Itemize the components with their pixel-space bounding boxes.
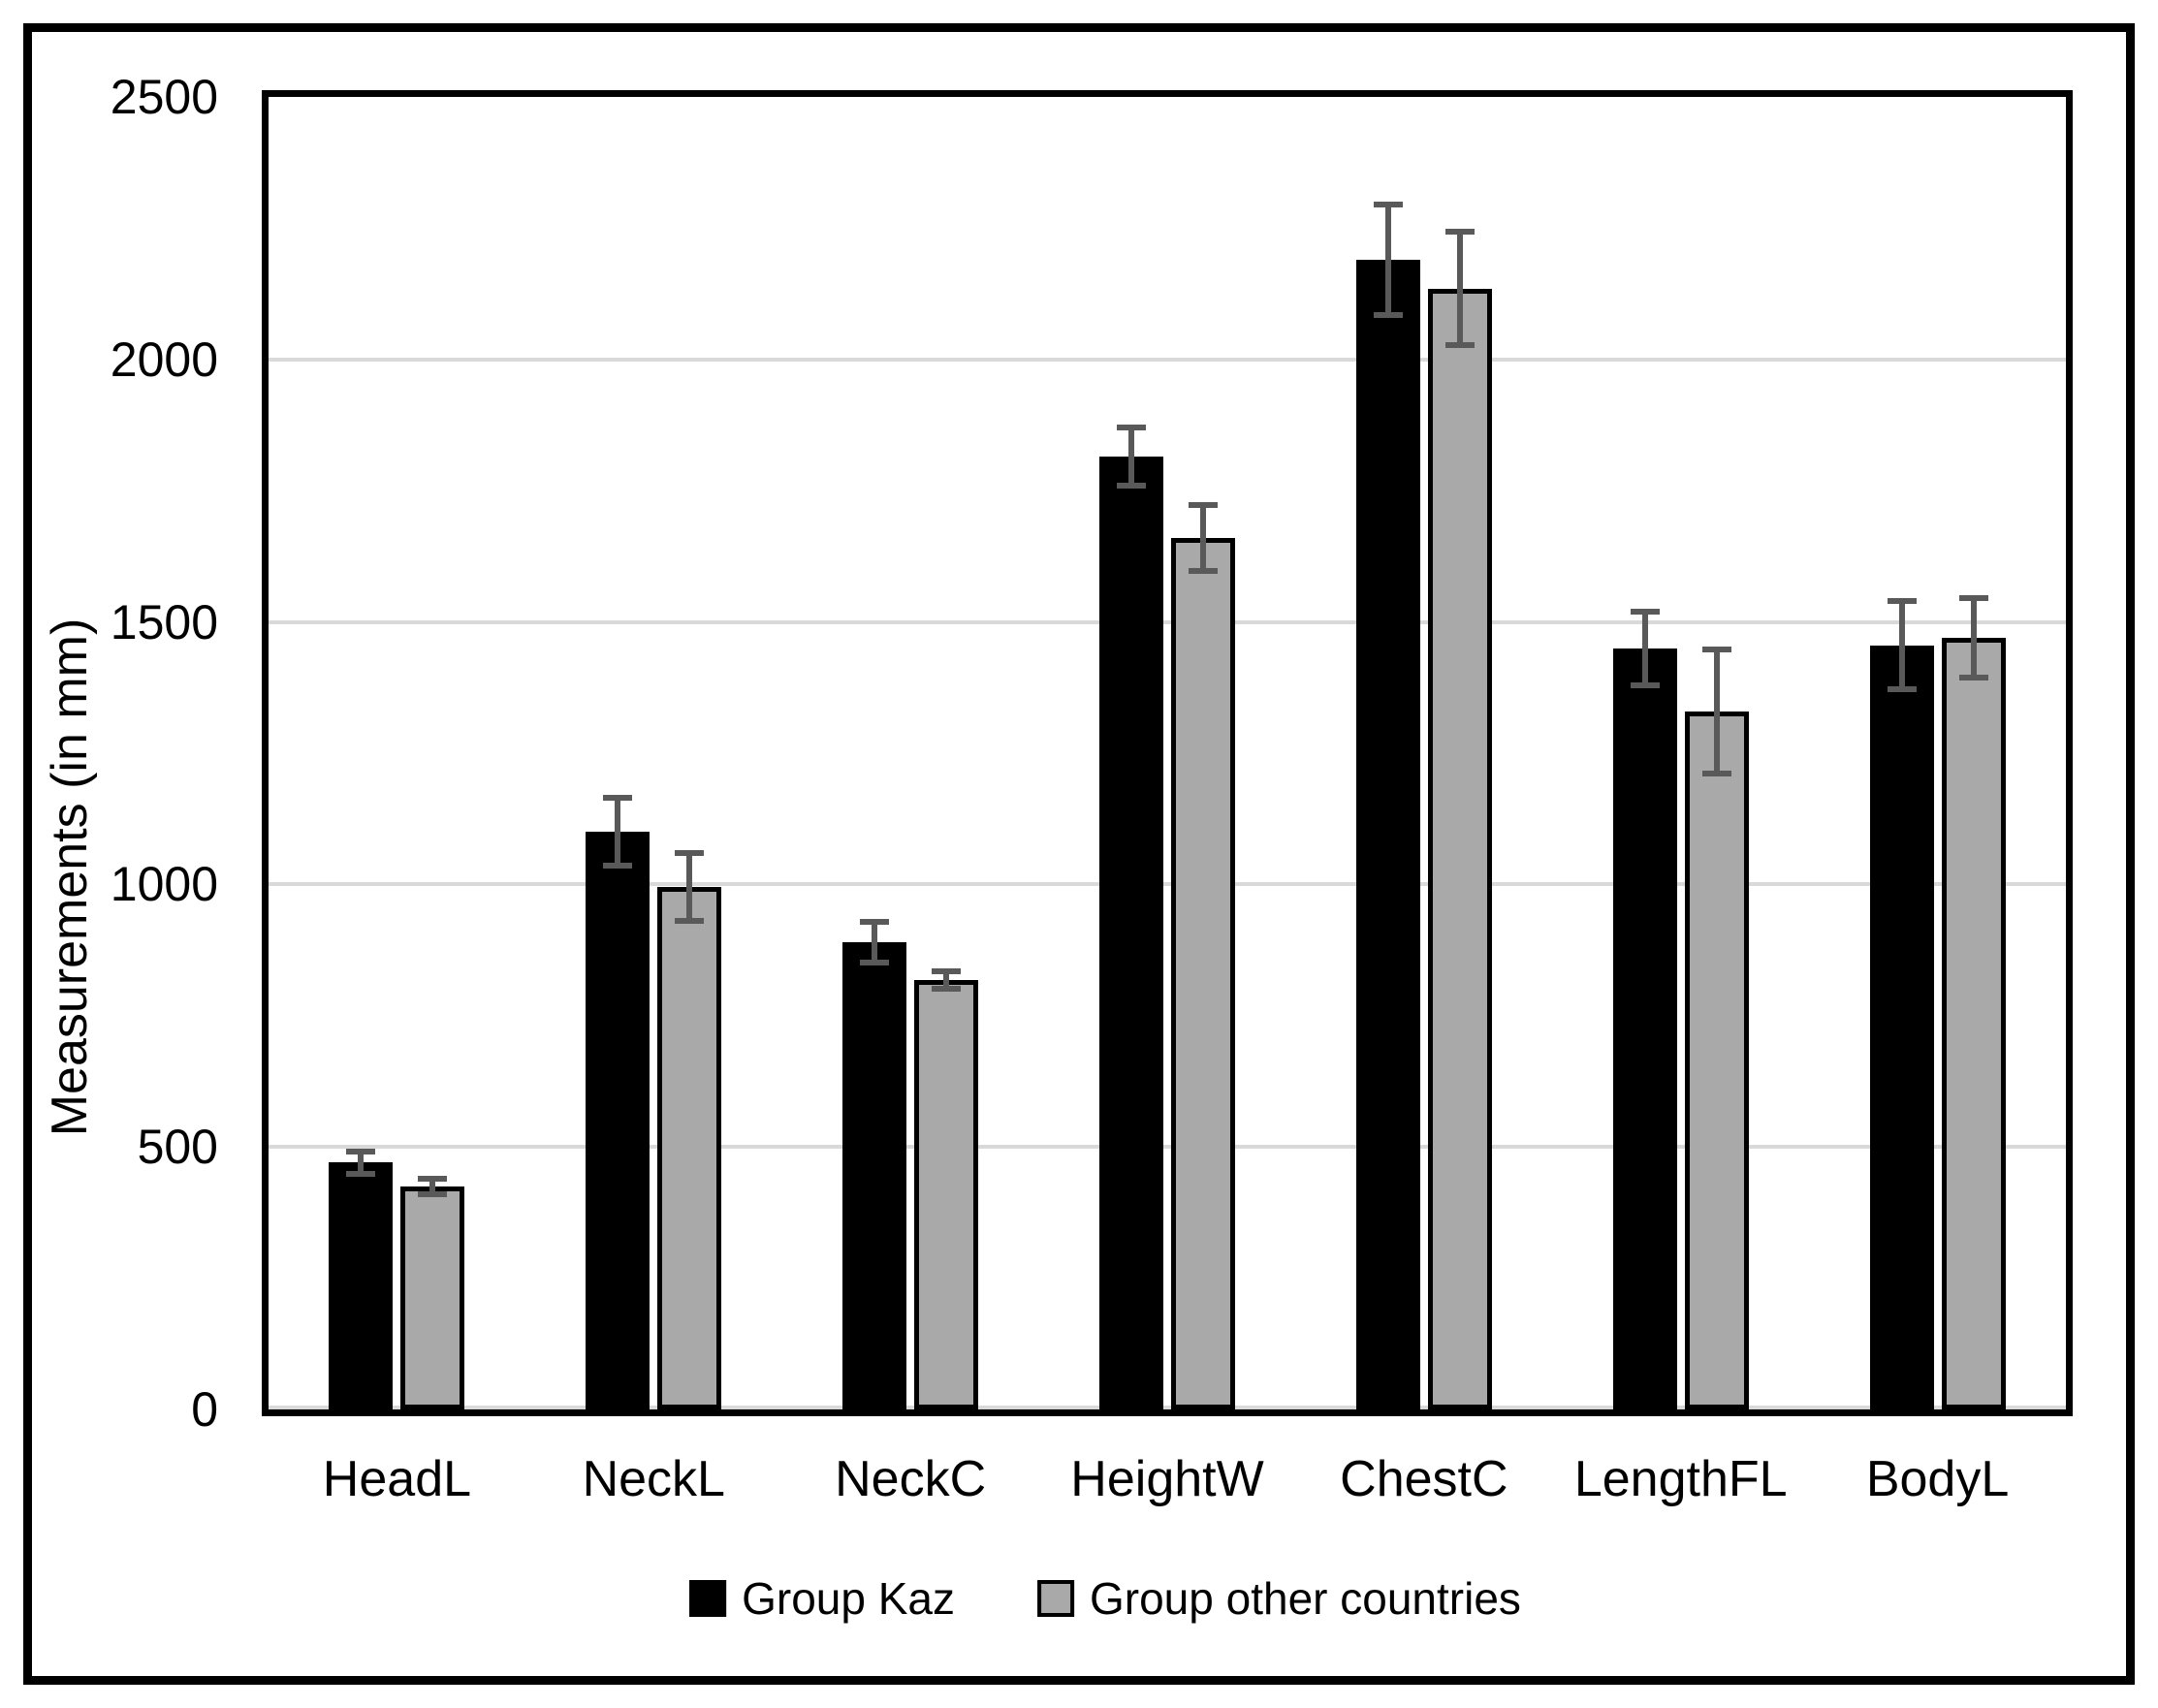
error-bar-cap: [932, 986, 962, 993]
error-bar-stem: [1128, 427, 1134, 486]
error-bar-cap: [932, 967, 962, 974]
x-category-label-neckl: NeckL: [582, 1451, 725, 1507]
error-bar-stem: [429, 1178, 436, 1194]
bar-neckl-series-0: [586, 832, 651, 1409]
error-bar-cap: [418, 1175, 448, 1182]
error-bar-cap: [1444, 342, 1475, 349]
error-bar-cap: [1189, 502, 1218, 509]
bar-headl-series-1: [400, 1186, 465, 1409]
error-bar-cap: [1444, 229, 1475, 236]
x-category-label-heightw: HeightW: [1070, 1451, 1264, 1507]
error-bar-stem: [358, 1151, 365, 1175]
error-bar-stem: [943, 970, 950, 990]
gridline-0: [269, 1406, 2066, 1409]
error-bar-cap: [1958, 675, 1988, 680]
error-bar-stem: [1713, 648, 1720, 774]
error-bar-stem: [686, 852, 693, 922]
x-category-label-chestc: ChestC: [1340, 1451, 1508, 1507]
error-bar-cap: [1630, 608, 1660, 615]
legend-swatch-series-1: [1037, 1580, 1074, 1617]
error-bar-cap: [603, 795, 633, 802]
y-tick-label-2000: 2000: [110, 332, 218, 387]
y-tick-label-1000: 1000: [110, 857, 218, 912]
error-bar-cap: [1887, 598, 1917, 605]
error-bar-stem: [1898, 601, 1905, 690]
bar-neckl-series-1: [657, 887, 722, 1409]
bar-heightw-series-0: [1099, 457, 1163, 1409]
error-bar-cap: [675, 918, 705, 925]
bar-neckc-series-1: [914, 980, 979, 1409]
bar-chestc-series-1: [1427, 289, 1492, 1409]
y-tick-label-2500: 2500: [110, 70, 218, 124]
y-tick-label-1500: 1500: [110, 594, 218, 649]
bar-bodyl-series-0: [1869, 646, 1934, 1409]
gridline-500: [269, 1145, 2066, 1150]
error-bar-cap: [860, 959, 890, 965]
error-bar-cap: [675, 849, 705, 856]
bar-neckc-series-0: [842, 942, 907, 1409]
error-bar-cap: [1887, 686, 1917, 693]
bar-bodyl-series-1: [1941, 638, 2006, 1409]
x-category-label-bodyl: BodyL: [1865, 1451, 2010, 1507]
bar-lengthfl-series-0: [1612, 648, 1677, 1409]
error-bar-cap: [1701, 646, 1731, 652]
error-bar-stem: [872, 922, 878, 963]
y-tick-label-0: 0: [191, 1382, 218, 1437]
error-bar-cap: [1630, 681, 1660, 688]
gridline-2000: [269, 357, 2066, 362]
x-category-label-neckc: NeckC: [835, 1451, 987, 1507]
error-bar-cap: [1189, 567, 1218, 574]
error-bar-cap: [1373, 311, 1403, 318]
error-bar-stem: [615, 798, 621, 867]
error-bar-stem: [1384, 205, 1391, 315]
legend-item-0: Group Kaz: [689, 1572, 955, 1625]
bar-headl-series-0: [329, 1162, 394, 1409]
gridline-1000: [269, 882, 2066, 887]
x-category-label-headl: HeadL: [322, 1451, 472, 1507]
legend: Group Kaz Group other countries: [689, 1572, 1521, 1625]
error-bar-cap: [418, 1190, 448, 1197]
error-bar-stem: [1456, 232, 1463, 346]
bar-heightw-series-1: [1171, 538, 1235, 1409]
error-bar-cap: [603, 863, 633, 870]
error-bar-cap: [1373, 202, 1403, 208]
error-bar-cap: [1117, 425, 1146, 431]
error-bar-stem: [1641, 611, 1648, 685]
error-bar-cap: [1117, 482, 1146, 489]
legend-swatch-series-0: [689, 1580, 727, 1617]
error-bar-cap: [346, 1148, 376, 1154]
error-bar-stem: [1200, 505, 1206, 571]
error-bar-cap: [1701, 770, 1731, 776]
error-bar-cap: [1958, 594, 1988, 601]
error-bar-cap: [860, 919, 890, 926]
plot-area: [262, 90, 2073, 1416]
bar-chestc-series-0: [1355, 260, 1420, 1409]
bar-lengthfl-series-1: [1684, 712, 1749, 1409]
legend-label-series-0: Group Kaz: [742, 1573, 955, 1624]
error-bar-stem: [1970, 597, 1977, 678]
gridline-1500: [269, 619, 2066, 624]
y-tick-label-500: 500: [137, 1120, 218, 1175]
legend-item-1: Group other countries: [1037, 1572, 1521, 1625]
x-category-label-lengthfl: LengthFL: [1573, 1451, 1788, 1507]
error-bar-cap: [346, 1171, 376, 1178]
legend-label-series-1: Group other countries: [1090, 1573, 1521, 1624]
